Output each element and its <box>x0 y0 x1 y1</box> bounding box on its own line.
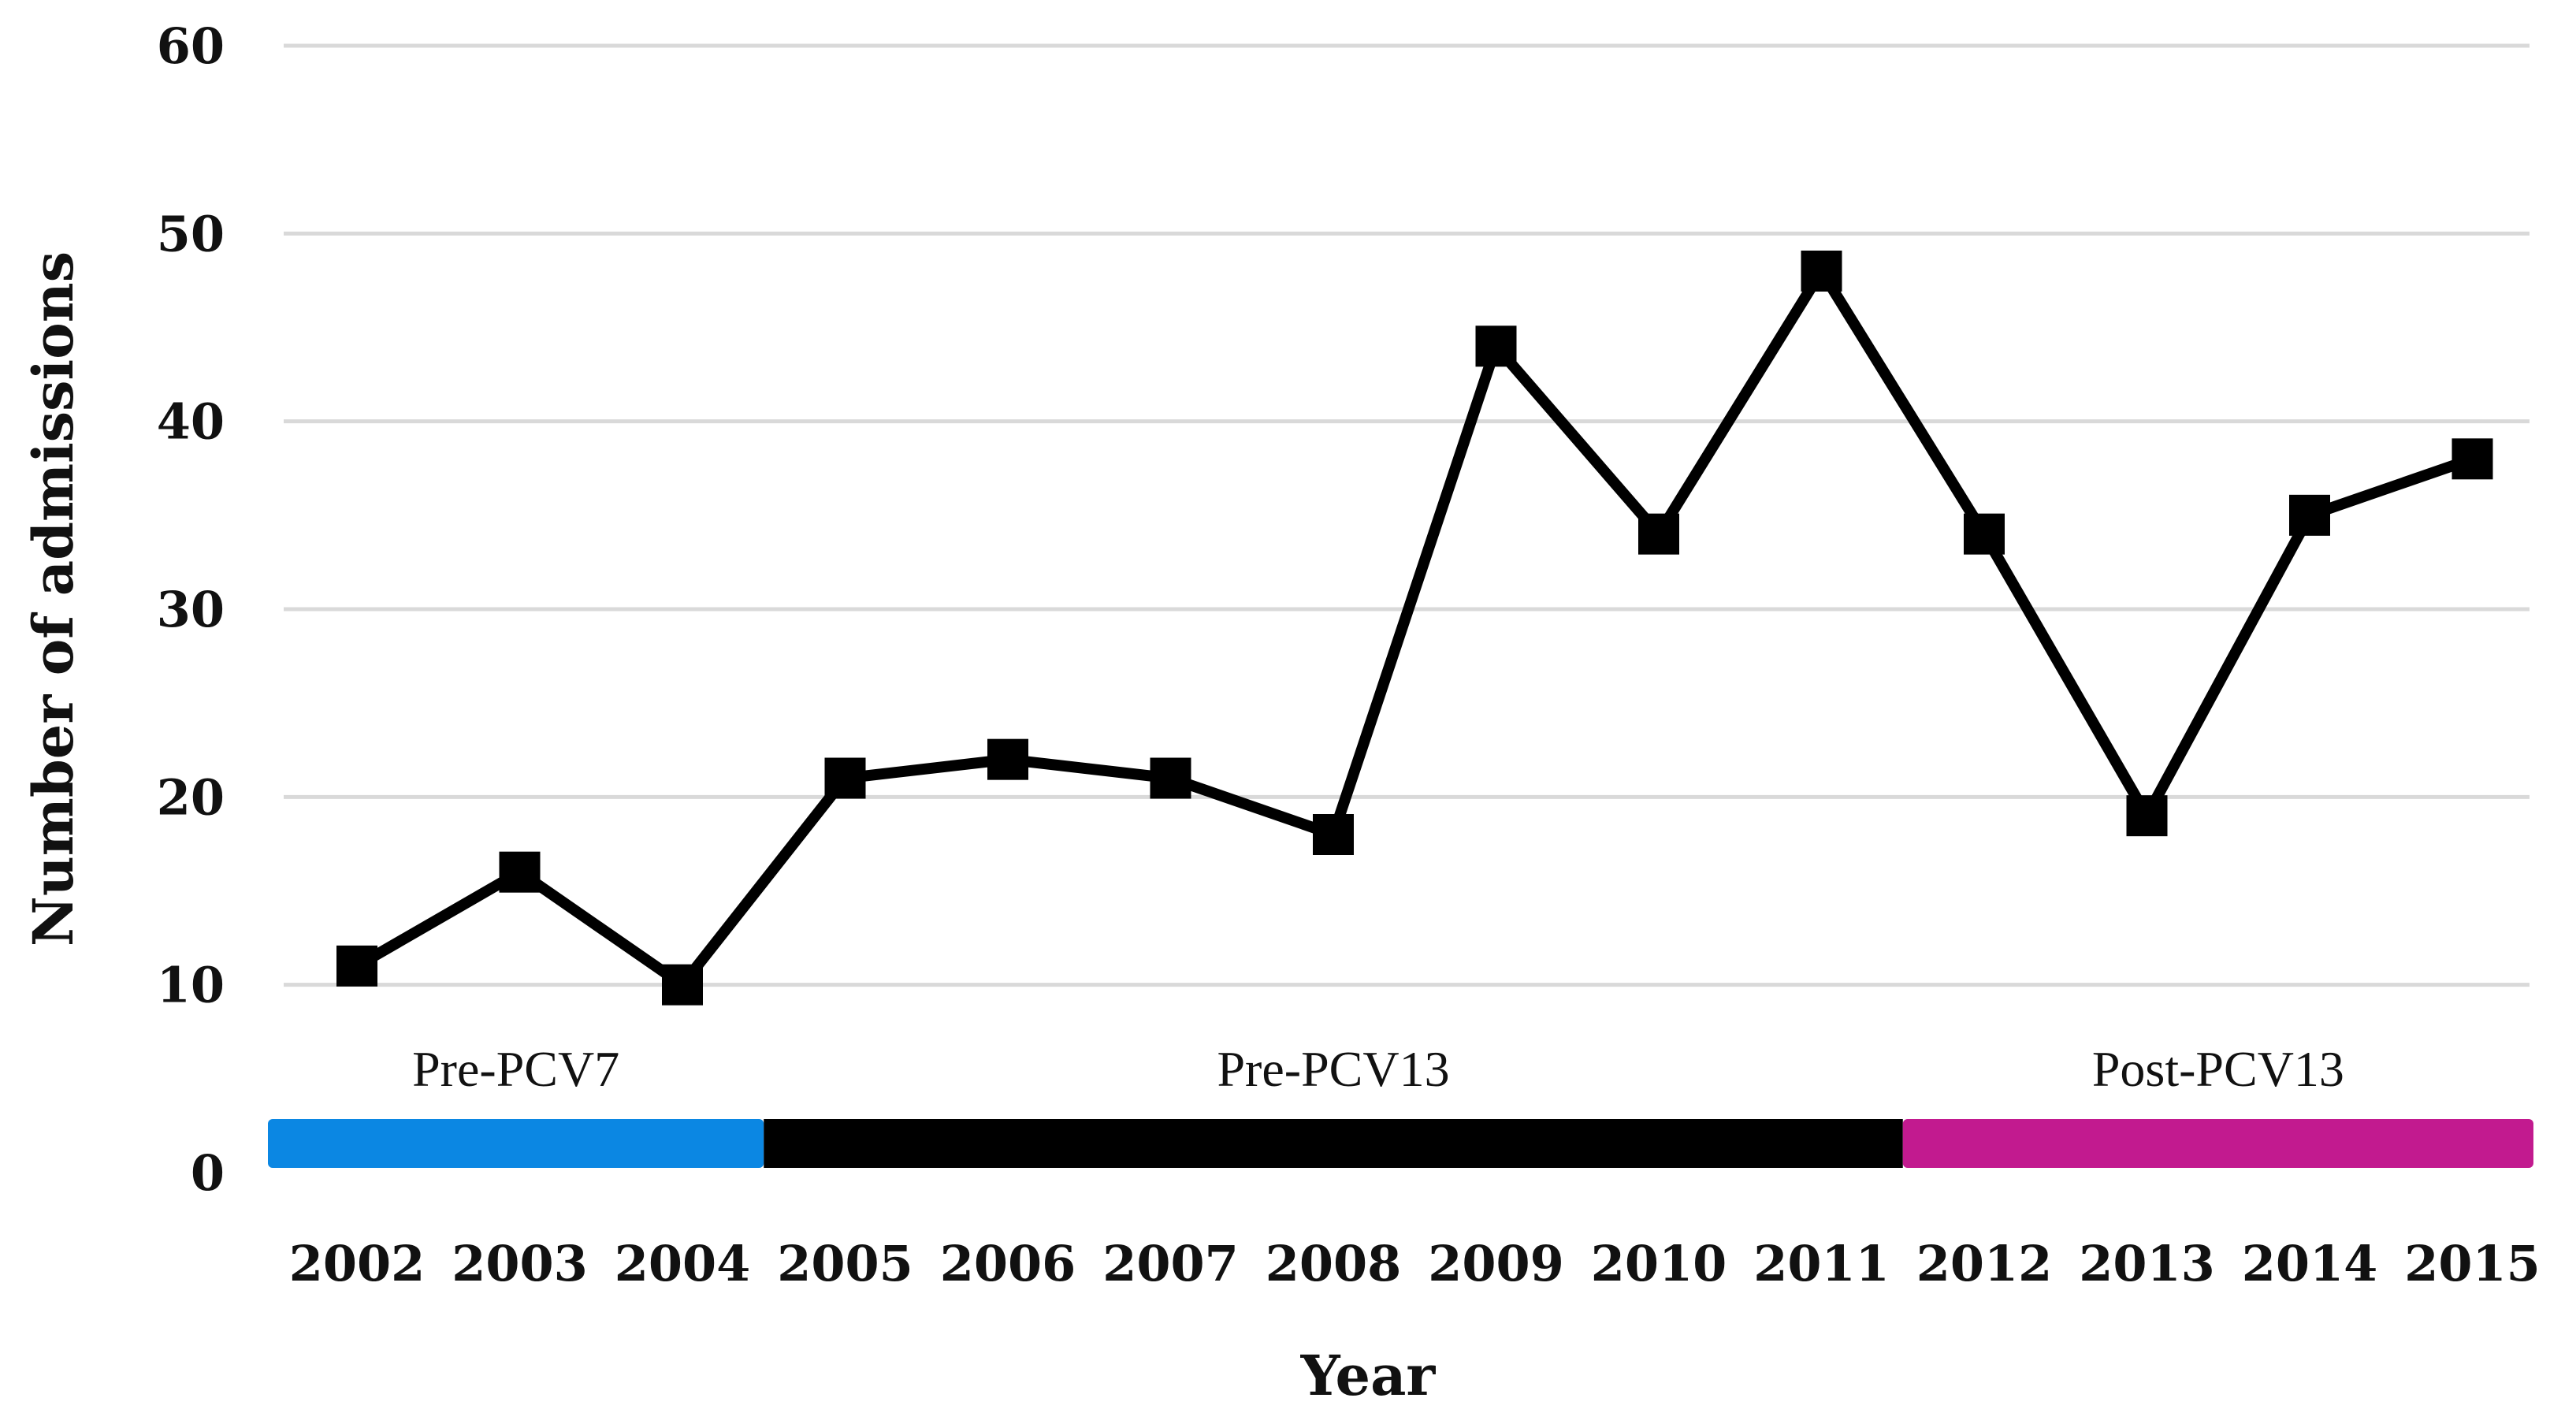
period-label-post-pcv13: Post-PCV13 <box>2092 1041 2344 1097</box>
x-tick-label-2012: 2012 <box>1916 1235 2053 1292</box>
y-tick-label-40: 40 <box>157 393 225 451</box>
x-axis-title: Year <box>1300 1343 1437 1408</box>
data-point-2008 <box>1313 814 1354 855</box>
data-point-2014 <box>2289 494 2330 536</box>
x-tick-label-2015: 2015 <box>2404 1235 2541 1292</box>
x-tick-label-2009: 2009 <box>1428 1235 1564 1292</box>
data-point-2010 <box>1638 513 1679 555</box>
y-axis-title: Number of admissions <box>20 251 86 946</box>
data-point-2006 <box>987 738 1028 780</box>
y-tick-label-30: 30 <box>157 581 225 638</box>
x-tick-label-2003: 2003 <box>452 1235 588 1292</box>
series-line-0 <box>351 266 2478 991</box>
x-tick-label-2008: 2008 <box>1266 1235 1402 1292</box>
period-bar-pre-pcv7 <box>268 1119 764 1168</box>
y-tick-label-50: 50 <box>157 205 225 262</box>
x-tick-label-2014: 2014 <box>2242 1235 2378 1292</box>
data-point-2003 <box>499 851 541 893</box>
x-tick-label-2005: 2005 <box>777 1235 913 1292</box>
data-point-2007 <box>1150 757 1191 799</box>
period-bar-pre-pcv13 <box>764 1119 1903 1168</box>
data-point-2013 <box>2126 795 2168 837</box>
gridlines <box>284 43 2530 987</box>
data-point-2015 <box>2451 438 2493 480</box>
x-tick-label-2007: 2007 <box>1102 1235 1239 1292</box>
x-tick-label-2004: 2004 <box>615 1235 751 1292</box>
x-tick-label-2010: 2010 <box>1591 1235 1727 1292</box>
y-tick-label-10: 10 <box>157 957 225 1014</box>
x-tick-label-2011: 2011 <box>1753 1235 1890 1292</box>
data-point-2009 <box>1475 325 1517 367</box>
x-axis-ticks: 2002 2003 2004 2005 2006 2007 2008 2009 2010 2011… <box>289 1235 2541 1292</box>
data-point-2002 <box>336 945 377 987</box>
y-axis-ticks: 0 10 20 30 40 50 60 <box>157 17 225 1202</box>
y-tick-label-20: 20 <box>157 768 225 826</box>
series <box>336 251 2493 1006</box>
data-point-2012 <box>1964 513 2005 555</box>
x-tick-label-2002: 2002 <box>289 1235 426 1292</box>
data-point-2011 <box>1801 251 1842 292</box>
x-tick-label-2006: 2006 <box>940 1235 1076 1292</box>
data-point-2004 <box>662 964 703 1006</box>
data-point-2005 <box>824 757 866 799</box>
period-bars: Pre-PCV7 Pre-PCV13 Post-PCV13 <box>268 1041 2533 1168</box>
period-label-pre-pcv7: Pre-PCV7 <box>412 1041 619 1097</box>
period-label-pre-pcv13: Pre-PCV13 <box>1217 1041 1449 1097</box>
period-bar-post-pcv13 <box>1902 1119 2533 1168</box>
y-tick-label-0: 0 <box>191 1144 225 1202</box>
x-tick-label-2013: 2013 <box>2079 1235 2215 1292</box>
y-tick-label-60: 60 <box>157 17 225 75</box>
